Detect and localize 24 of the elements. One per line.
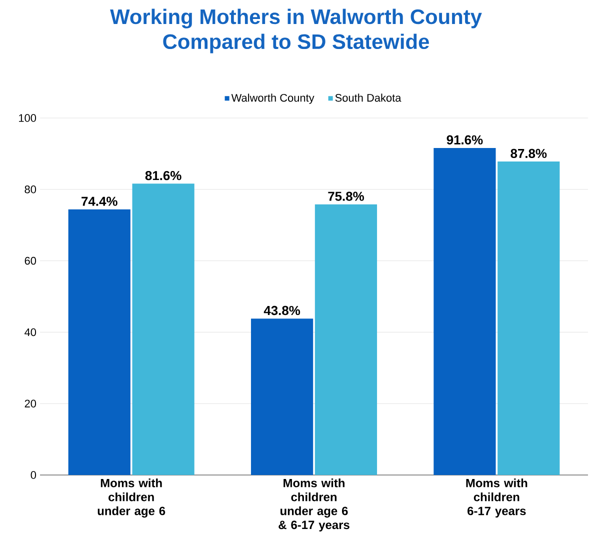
bar: [68, 209, 130, 475]
bar: [498, 162, 560, 475]
data-label: 75.8%: [328, 192, 364, 201]
x-tick-label: Moms with children under age 6: [98, 478, 166, 518]
bar: [434, 148, 496, 475]
data-label: 91.6%: [446, 135, 483, 144]
y-tick-label: 100: [19, 114, 36, 122]
legend-label: Walworth County: [231, 94, 314, 104]
y-tick-label: 20: [24, 400, 36, 408]
data-label: 81.6%: [145, 170, 182, 180]
bar: [314, 204, 378, 475]
data-label: 43.8%: [264, 306, 300, 316]
y-tick-label: 80: [24, 186, 36, 194]
chart-title: Working Mothers in Walworth County Compared to SD Statewide: [110, 8, 482, 54]
y-tick-label: 60: [24, 256, 36, 265]
data-label: 87.8%: [510, 148, 547, 158]
bar: [250, 318, 314, 475]
x-tick-label: Moms with children under age 6 & 6-17 years: [278, 478, 350, 532]
bar: [132, 184, 194, 475]
y-tick-label: 0: [30, 471, 36, 479]
legend-label: South Dakota: [335, 94, 402, 102]
data-label: 74.4%: [82, 196, 118, 206]
y-tick-label: 40: [24, 328, 36, 336]
x-tick-label: Moms with children 6-17 years: [466, 478, 528, 518]
